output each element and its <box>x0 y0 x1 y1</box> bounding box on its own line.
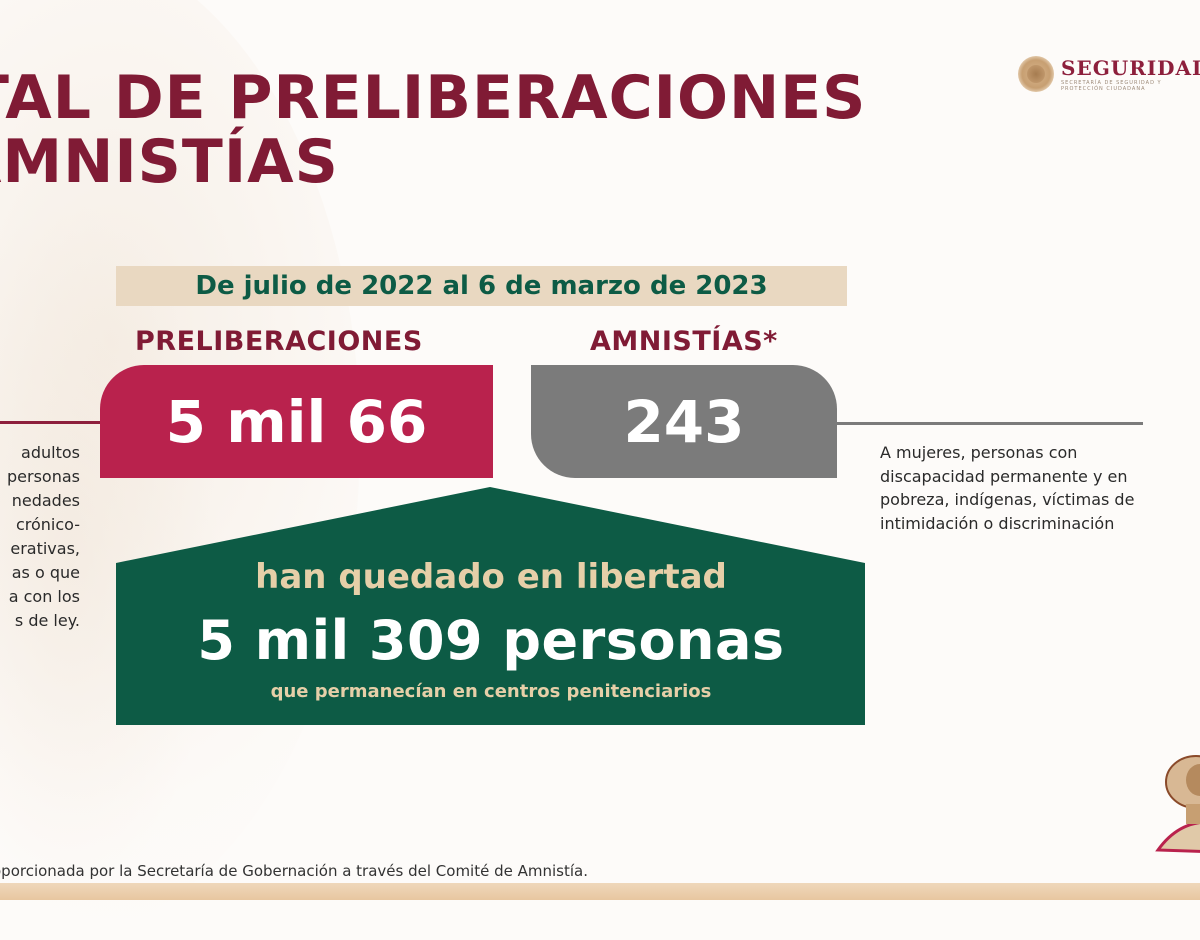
preliberaciones-connector-line <box>0 421 100 424</box>
sombrero-figure-illustration <box>1148 752 1200 862</box>
amnistias-value-box: 243 <box>531 365 837 478</box>
period-banner: De julio de 2022 al 6 de marzo de 2023 <box>116 266 847 306</box>
house-shape-icon <box>116 487 865 725</box>
description-line: nedades <box>11 491 80 510</box>
source-footnote: oporcionada por la Secretaría de Goberna… <box>0 862 588 880</box>
title-line-1: TAL DE PRELIBERACIONES <box>0 63 867 133</box>
preliberaciones-value-box: 5 mil 66 <box>100 365 493 478</box>
total-value: 5 mil 309 personas <box>197 609 785 672</box>
logo-subtitle: SECRETARÍA DE SEGURIDAD Y PROTECCIÓN CIU… <box>1061 80 1162 92</box>
national-seal-icon <box>1018 56 1054 92</box>
description-line: s de ley. <box>14 611 80 630</box>
preliberaciones-description: adultos personas nedades crónico- erativ… <box>0 441 80 633</box>
total-released-house-panel: han quedado en libertad 5 mil 309 person… <box>116 487 866 726</box>
amnistias-description: A mujeres, personas con discapacidad per… <box>880 443 1135 533</box>
preliberaciones-label: PRELIBERACIONES <box>135 326 423 357</box>
description-line: adultos <box>21 443 80 462</box>
description-line: a con los <box>8 587 80 606</box>
amnistias-label: AMNISTÍAS* <box>590 326 778 357</box>
description-line: crónico- <box>15 515 80 534</box>
description-line: personas <box>7 467 80 486</box>
total-headline: han quedado en libertad <box>255 557 727 597</box>
footnote-text: oporcionada por la Secretaría de Goberna… <box>0 862 588 880</box>
logo-name: SEGURIDAD <box>1061 56 1200 80</box>
title-line-2: AMNISTÍAS <box>0 127 339 197</box>
amnistias-connector-line <box>837 422 1143 425</box>
seguridad-logo: SEGURIDAD SECRETARÍA DE SEGURIDAD Y PROT… <box>1018 56 1200 96</box>
description-line: as o que <box>11 563 80 582</box>
total-subtext: que permanecían en centros penitenciario… <box>270 681 712 702</box>
page-title: TAL DE PRELIBERACIONES AMNISTÍAS <box>0 66 866 194</box>
bottom-decorative-band <box>0 883 1200 900</box>
description-line: erativas, <box>10 539 80 558</box>
